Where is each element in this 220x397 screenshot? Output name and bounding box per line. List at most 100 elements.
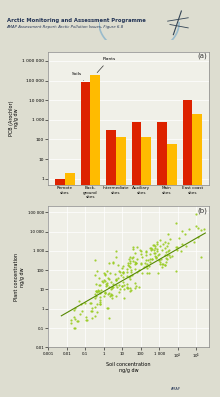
Point (145, 257, 148, 263)
Point (183, 231, 187, 237)
Point (100, 278, 103, 284)
Point (107, 314, 111, 321)
Point (110, 294, 113, 301)
Point (135, 269, 138, 275)
Point (184, 243, 187, 249)
Point (150, 246, 154, 252)
Point (180, 241, 184, 247)
Point (164, 249, 168, 255)
Point (107, 276, 110, 283)
Point (96, 287, 99, 293)
Point (196, 234, 200, 240)
Point (139, 247, 142, 253)
Point (108, 260, 111, 266)
Text: Arctic Monitoring and Assessment Programme: Arctic Monitoring and Assessment Program… (7, 18, 145, 23)
Point (105, 282, 109, 288)
Point (144, 249, 147, 255)
Point (131, 258, 134, 264)
Point (106, 304, 110, 311)
Point (116, 262, 120, 268)
Point (114, 276, 117, 283)
Point (117, 268, 120, 274)
Point (93, 272, 97, 278)
Point (114, 247, 118, 254)
Point (127, 255, 130, 262)
Text: AMAP: AMAP (170, 387, 180, 391)
Point (126, 262, 130, 268)
Point (103, 277, 106, 283)
Point (98, 299, 101, 306)
Point (153, 243, 157, 250)
Point (153, 247, 156, 253)
Point (197, 225, 200, 231)
Point (89, 308, 93, 314)
Point (121, 279, 124, 285)
Point (169, 254, 172, 260)
Point (108, 270, 112, 276)
Bar (81, 83, 90, 397)
Point (133, 280, 137, 286)
Point (200, 254, 203, 260)
Point (147, 270, 150, 276)
Point (162, 240, 165, 247)
Point (167, 239, 170, 246)
Point (77, 298, 81, 304)
Point (155, 246, 159, 252)
Point (156, 241, 159, 247)
Point (114, 271, 117, 277)
Bar (157, 122, 167, 397)
Point (158, 258, 161, 265)
Point (152, 242, 156, 248)
Point (72, 307, 76, 313)
Point (128, 285, 132, 291)
Point (121, 269, 124, 275)
Point (73, 325, 77, 331)
Point (133, 261, 137, 268)
Point (95, 280, 98, 287)
Point (133, 266, 137, 273)
Point (110, 292, 113, 299)
Point (156, 252, 159, 258)
Point (180, 227, 183, 234)
Point (100, 287, 103, 293)
Point (175, 244, 178, 250)
Point (133, 285, 137, 291)
Point (83, 300, 87, 306)
Point (136, 244, 139, 250)
Point (180, 247, 183, 254)
Point (129, 273, 132, 279)
Point (159, 256, 163, 262)
Point (194, 223, 197, 229)
Point (99, 297, 102, 303)
Bar (55, 179, 65, 397)
Point (93, 295, 97, 301)
Point (174, 220, 177, 226)
Point (145, 260, 149, 267)
Point (98, 301, 102, 307)
Point (111, 285, 114, 291)
Point (109, 279, 113, 285)
Point (168, 247, 171, 253)
Bar (141, 137, 151, 397)
Point (137, 284, 141, 290)
Point (89, 300, 93, 306)
Point (98, 293, 101, 300)
Point (95, 268, 99, 275)
Point (199, 227, 202, 233)
Point (139, 259, 142, 266)
Point (140, 270, 144, 277)
Point (161, 260, 164, 267)
Point (132, 246, 135, 252)
Point (149, 245, 152, 251)
Point (122, 274, 125, 280)
Bar (116, 137, 126, 397)
Point (119, 272, 123, 278)
Point (164, 259, 168, 265)
Point (167, 251, 170, 258)
Point (122, 286, 126, 292)
Point (114, 293, 118, 299)
Point (158, 237, 162, 243)
Point (114, 254, 118, 260)
Point (70, 317, 73, 323)
Point (126, 260, 129, 266)
